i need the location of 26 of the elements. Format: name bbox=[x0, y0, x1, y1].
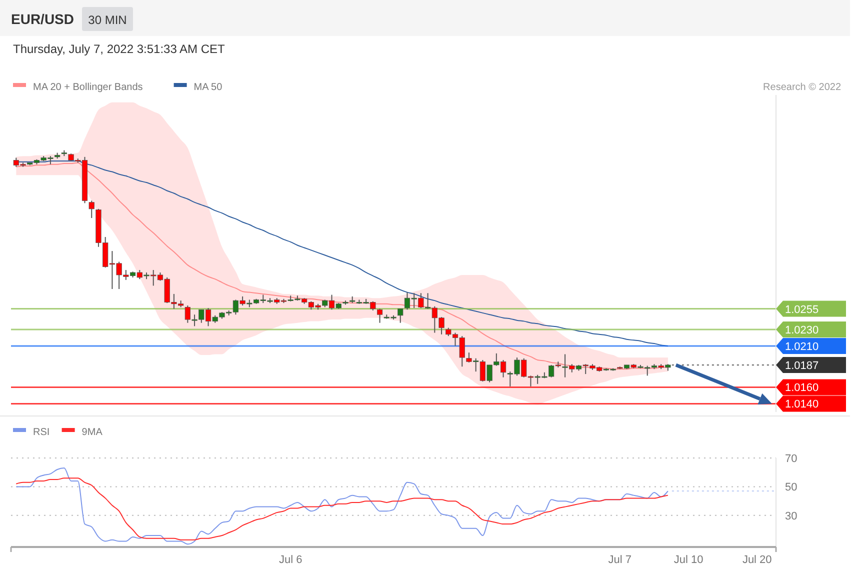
y-tick-label: 30 bbox=[785, 510, 798, 522]
candlestick bbox=[398, 308, 404, 324]
x-tick-label: Jul 6 bbox=[278, 554, 302, 566]
y-tick-label: 70 bbox=[785, 453, 798, 465]
x-tick-label: Jul 10 bbox=[674, 554, 704, 566]
chart-subtitle: 30 MIN bbox=[88, 13, 127, 27]
candlestick bbox=[376, 308, 383, 324]
text: Research © 2022 bbox=[763, 82, 842, 93]
line-series bbox=[16, 468, 668, 545]
legend-label: MA 20 + Bollinger Bands bbox=[33, 82, 143, 93]
legend-label: RSI bbox=[33, 427, 50, 438]
legend-label: 9MA bbox=[82, 427, 103, 438]
y-tick-label: 50 bbox=[785, 482, 798, 494]
legend-label: MA 50 bbox=[194, 82, 223, 93]
x-tick-label: Jul 7 bbox=[608, 554, 632, 566]
y-tick-label: 1.0210 bbox=[785, 340, 819, 353]
text: Thursday, July 7, 2022 3:51:33 AM CET bbox=[13, 42, 226, 56]
chart-title: EUR/USD bbox=[11, 11, 74, 27]
candlestick bbox=[88, 200, 94, 219]
y-tick-label: 1.0187 bbox=[785, 360, 819, 372]
y-tick-label: 1.0255 bbox=[785, 304, 819, 316]
y-tick-label: 1.0140 bbox=[785, 398, 819, 411]
y-tick-label: 1.0230 bbox=[785, 324, 819, 336]
line-series bbox=[16, 478, 668, 540]
y-tick-label: 1.0160 bbox=[785, 382, 819, 394]
x-tick-label: Jul 20 bbox=[742, 554, 772, 566]
